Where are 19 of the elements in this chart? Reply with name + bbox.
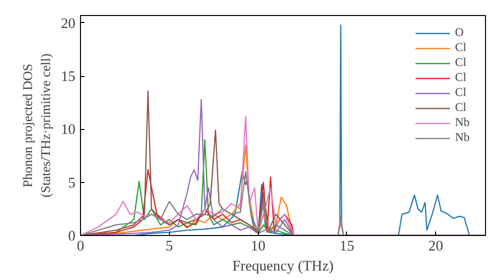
legend-label: Cl: [455, 40, 468, 55]
x-axis-title: Frequency (THz): [232, 258, 334, 274]
legend-label: Cl: [455, 70, 468, 85]
y-tick-label: 20: [60, 16, 76, 32]
x-tick-label: 10: [250, 238, 266, 254]
legend-label: Cl: [455, 55, 468, 70]
legend-label: Nb: [455, 115, 471, 130]
x-tick-label: 15: [340, 238, 354, 254]
legend-label: Cl: [455, 100, 468, 115]
legend-label: Cl: [455, 85, 468, 100]
y-tick-label: 10: [60, 122, 76, 138]
y-tick-label: 5: [68, 175, 76, 192]
legend-label: Nb: [455, 130, 471, 145]
y-axis-title: Phonon projected DOS (States/THz·primitive cell): [20, 54, 53, 198]
x-tick-label: 20: [428, 238, 444, 254]
y-tick-label: 0: [68, 228, 76, 244]
y-tick-label: 15: [60, 69, 76, 86]
legend-label: O: [455, 25, 465, 40]
x-tick-label: 5: [166, 238, 173, 254]
